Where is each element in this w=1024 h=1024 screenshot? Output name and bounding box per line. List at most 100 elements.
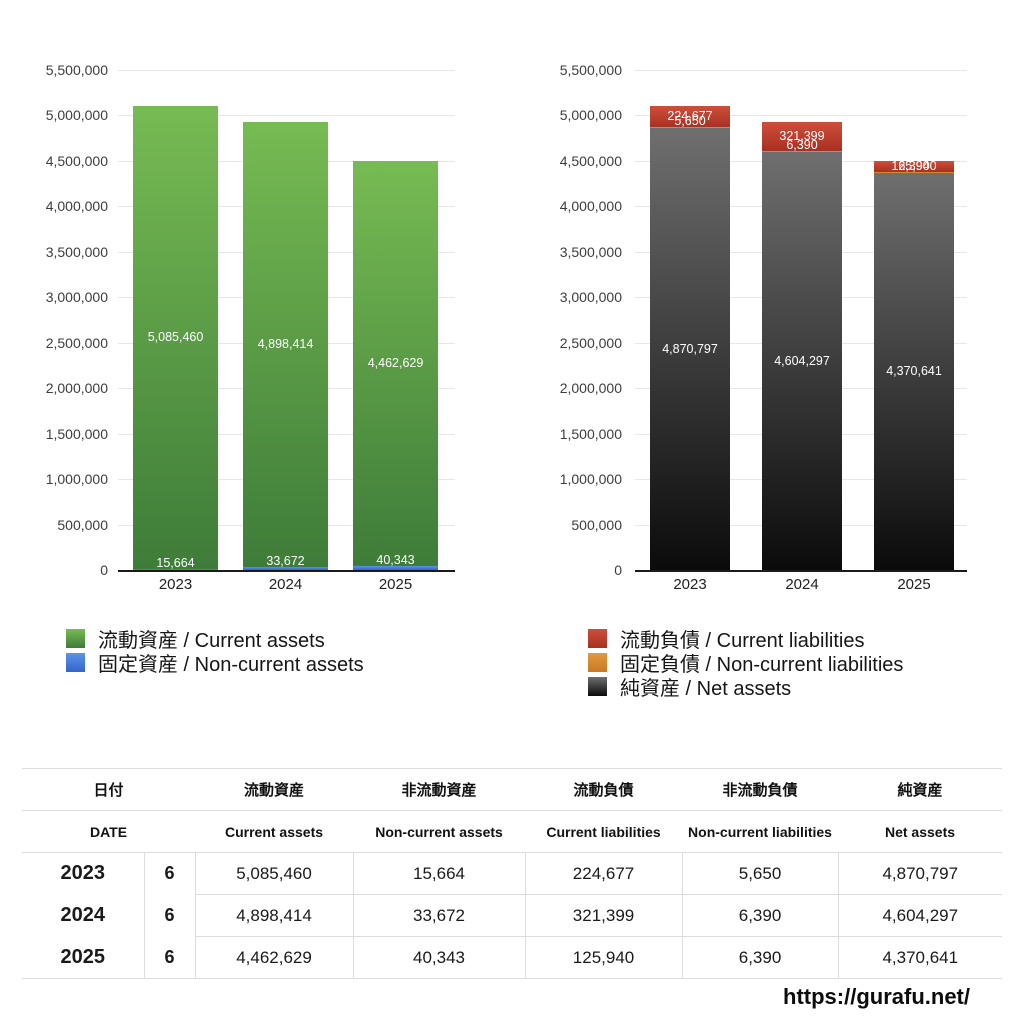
legend-item: 流動資産 / Current assets	[66, 626, 364, 652]
table-header-cell: 流動資産	[195, 768, 354, 811]
bar-value-label: 5,650	[674, 113, 706, 128]
value-cell: 6,390	[681, 894, 839, 937]
table-header-cell: DATE	[22, 810, 196, 853]
bar-value-label: 321,399	[779, 129, 825, 144]
legend-label: 固定負債 / Non-current liabilities	[620, 653, 904, 676]
year-cell: 2023	[60, 862, 106, 885]
y-axis-tick-label: 5,000,000	[45, 107, 108, 124]
y-axis-tick-label: 2,000,000	[45, 380, 108, 397]
x-axis-category-label: 2025	[897, 576, 931, 593]
legend-swatch	[588, 676, 607, 696]
value-cell: 4,462,629	[194, 936, 354, 979]
x-axis-category-label: 2024	[785, 576, 819, 593]
value-cell: 40,343	[352, 936, 526, 979]
legend-swatch	[66, 628, 85, 648]
y-axis-tick-label: 500,000	[571, 516, 622, 533]
legend-swatch	[66, 652, 85, 672]
y-axis-tick-label: 0	[614, 562, 622, 578]
site-url-link[interactable]: https://gurafu.net/	[783, 984, 970, 1009]
y-axis-tick-label: 2,500,000	[559, 334, 622, 351]
y-axis-tick-label: 4,500,000	[45, 152, 108, 169]
gridline	[635, 115, 967, 117]
y-axis-tick-label: 5,500,000	[559, 62, 622, 78]
bar-value-label: 4,604,297	[774, 353, 830, 368]
bar-value-label: 40,343	[376, 553, 415, 568]
table-header-cell: 純資産	[838, 768, 1003, 811]
bar-value-label: 5,085,460	[147, 330, 204, 345]
bar-value-label: 4,462,629	[367, 356, 424, 371]
bar-segment	[243, 121, 328, 567]
gridline	[635, 70, 967, 71]
table-header-cell: Net assets	[838, 810, 1003, 853]
year-cell: 2025	[22, 936, 144, 979]
value-cell: 33,672	[352, 894, 526, 937]
bar-segment	[650, 106, 730, 127]
y-axis-tick-label: 500,000	[57, 516, 108, 533]
value-cell: 4,370,641	[837, 936, 1003, 979]
value-cell: 125,940	[524, 936, 683, 979]
bar-segment	[243, 566, 328, 570]
bar-segment	[762, 150, 842, 152]
balance-table: 日付 流動資産 非流動資産 流動負債 非流動負債 純資産 DATE Current asset…	[22, 768, 1003, 979]
y-axis-tick-label: 3,000,000	[559, 289, 622, 306]
bar-segment	[874, 172, 954, 570]
value-cell: 4,898,414	[194, 894, 354, 937]
y-axis-tick-label: 3,000,000	[45, 289, 108, 306]
value-cell: 5,650	[681, 852, 839, 895]
bar-value-label: 33,672	[266, 553, 305, 568]
balance-table-container: 日付 流動資産 非流動資産 流動負債 非流動負債 純資産 DATE Current asset…	[22, 768, 1003, 979]
table-header-cell: 非流動負債	[682, 768, 839, 811]
chart-legend: 流動資産 / Current assets 固定資産 / Non-current …	[66, 626, 364, 676]
table-header-cell: Current liabilities	[525, 810, 683, 853]
bar-value-label: 125,940	[891, 159, 937, 174]
value-cell: 224,677	[524, 852, 683, 895]
gridline	[118, 70, 455, 71]
x-axis-category-label: 2023	[158, 576, 193, 593]
y-axis-tick-label: 3,500,000	[559, 243, 622, 260]
liabilities-chart: 0 500,000 1,000,000 1,500,000 2,000,000 2,500…	[530, 60, 1000, 700]
x-axis-category-label: 2024	[268, 576, 303, 593]
bar-value-label: 224,677	[667, 109, 713, 124]
month-cell: 6	[143, 852, 196, 895]
value-cell: 4,604,297	[837, 894, 1003, 937]
legend-swatch	[588, 628, 607, 648]
x-axis-category-label: 2025	[378, 576, 413, 593]
legend-item: 固定負債 / Non-current liabilities	[588, 650, 904, 676]
legend-item: 固定資産 / Non-current assets	[66, 650, 364, 676]
x-axis-line	[118, 570, 455, 572]
y-axis-tick-label: 5,500,000	[45, 62, 108, 78]
legend-label: 流動資産 / Current assets	[98, 629, 325, 652]
bar-segment	[353, 566, 438, 570]
table-header-cell: 非流動資産	[353, 768, 526, 811]
bar-value-label: 6,390	[786, 137, 818, 152]
assets-chart: 0 500,000 1,000,000 1,500,000 2,000,000 2,500…	[20, 60, 470, 676]
table-row: 2023 6 5,085,460 15,664 224,677 5,650 4,870,79…	[22, 852, 1003, 895]
table-header-cell: Current assets	[195, 810, 354, 853]
value-cell: 6,390	[681, 936, 839, 979]
x-axis-line	[635, 570, 967, 572]
table-header-cell: Non-current liabilities	[682, 810, 839, 853]
legend-item: 流動負債 / Current liabilities	[588, 626, 903, 652]
legend-label: 固定資産 / Non-current assets	[98, 653, 364, 676]
chart-legend: 流動負債 / Current liabilities 固定負債 / Non-cur…	[588, 626, 904, 700]
gridline	[118, 115, 455, 117]
bar-segment	[874, 172, 954, 174]
y-axis-tick-label: 1,000,000	[559, 471, 622, 488]
y-axis-tick-label: 1,500,000	[559, 425, 622, 442]
bar-value-label: 15,664	[156, 555, 195, 570]
table-header-cell: 日付	[22, 768, 196, 811]
y-axis-tick-label: 1,500,000	[45, 425, 108, 442]
y-axis-tick-label: 4,500,000	[559, 152, 622, 169]
bar-segment	[762, 151, 842, 570]
y-axis-tick-label: 3,500,000	[45, 243, 108, 260]
table-header-cell: 流動負債	[525, 768, 683, 811]
table-header-cell: Non-current assets	[353, 810, 526, 853]
y-axis-tick-label: 2,000,000	[559, 380, 622, 397]
y-axis-tick-label: 2,500,000	[45, 334, 108, 351]
value-cell: 321,399	[524, 894, 683, 937]
y-axis-tick-label: 1,000,000	[45, 471, 108, 488]
y-axis-tick-label: 4,000,000	[559, 198, 622, 215]
legend-label: 流動負債 / Current liabilities	[620, 629, 865, 652]
bar-value-label: 4,898,414	[257, 337, 314, 352]
